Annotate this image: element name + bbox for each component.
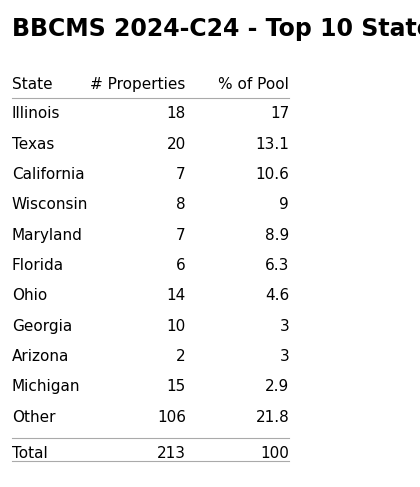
Text: 13.1: 13.1 (255, 137, 289, 151)
Text: Texas: Texas (12, 137, 54, 151)
Text: 6.3: 6.3 (265, 258, 289, 273)
Text: 2.9: 2.9 (265, 379, 289, 394)
Text: Michigan: Michigan (12, 379, 80, 394)
Text: 213: 213 (157, 446, 186, 461)
Text: Georgia: Georgia (12, 318, 72, 334)
Text: 9: 9 (279, 197, 289, 212)
Text: Arizona: Arizona (12, 349, 69, 364)
Text: Florida: Florida (12, 258, 64, 273)
Text: 6: 6 (176, 258, 186, 273)
Text: 18: 18 (167, 106, 186, 121)
Text: 7: 7 (176, 167, 186, 182)
Text: # Properties: # Properties (90, 77, 186, 93)
Text: 7: 7 (176, 227, 186, 243)
Text: 10.6: 10.6 (255, 167, 289, 182)
Text: Illinois: Illinois (12, 106, 60, 121)
Text: 20: 20 (167, 137, 186, 151)
Text: 14: 14 (167, 288, 186, 303)
Text: Ohio: Ohio (12, 288, 47, 303)
Text: 8.9: 8.9 (265, 227, 289, 243)
Text: 100: 100 (260, 446, 289, 461)
Text: Maryland: Maryland (12, 227, 82, 243)
Text: BBCMS 2024-C24 - Top 10 States: BBCMS 2024-C24 - Top 10 States (12, 17, 420, 41)
Text: 2: 2 (176, 349, 186, 364)
Text: California: California (12, 167, 84, 182)
Text: Wisconsin: Wisconsin (12, 197, 88, 212)
Text: 3: 3 (279, 349, 289, 364)
Text: 3: 3 (279, 318, 289, 334)
Text: State: State (12, 77, 52, 93)
Text: 15: 15 (167, 379, 186, 394)
Text: % of Pool: % of Pool (218, 77, 289, 93)
Text: Total: Total (12, 446, 47, 461)
Text: Other: Other (12, 410, 55, 425)
Text: 106: 106 (157, 410, 186, 425)
Text: 10: 10 (167, 318, 186, 334)
Text: 21.8: 21.8 (255, 410, 289, 425)
Text: 4.6: 4.6 (265, 288, 289, 303)
Text: 17: 17 (270, 106, 289, 121)
Text: 8: 8 (176, 197, 186, 212)
